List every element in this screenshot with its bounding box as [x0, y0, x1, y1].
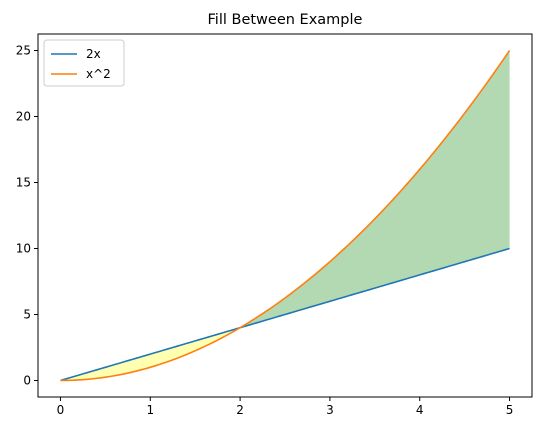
y-tick-label: 15 — [16, 176, 31, 190]
y-tick-label: 20 — [16, 110, 31, 124]
fill-region-2 — [240, 50, 510, 328]
plot-area-frame — [37, 33, 533, 398]
x-tick-label: 3 — [326, 403, 334, 417]
x-tick-label: 4 — [416, 403, 424, 417]
fill-regions — [60, 50, 510, 381]
legend-label: 2x — [86, 47, 101, 61]
x-tick-label: 5 — [506, 403, 514, 417]
series-line-2x — [60, 247, 510, 382]
x-tick-label: 0 — [57, 403, 65, 417]
series-line-x2 — [60, 50, 511, 382]
y-tick-label: 5 — [23, 308, 31, 322]
legend-box — [43, 39, 125, 87]
x-tick-label: 2 — [236, 403, 244, 417]
y-axis-ticks: 0 5 10 15 20 25 — [16, 44, 38, 388]
x-tick-label: 1 — [146, 403, 154, 417]
x-axis-ticks: 0 1 2 3 4 5 — [57, 397, 514, 417]
y-tick-label: 0 — [23, 374, 31, 388]
chart-title: Fill Between Example — [208, 12, 363, 28]
legend: 2xx^2 — [43, 39, 125, 87]
legend-label: x^2 — [86, 67, 111, 81]
series-lines — [60, 50, 511, 382]
y-tick-label: 25 — [16, 44, 31, 58]
y-tick-label: 10 — [16, 242, 31, 256]
